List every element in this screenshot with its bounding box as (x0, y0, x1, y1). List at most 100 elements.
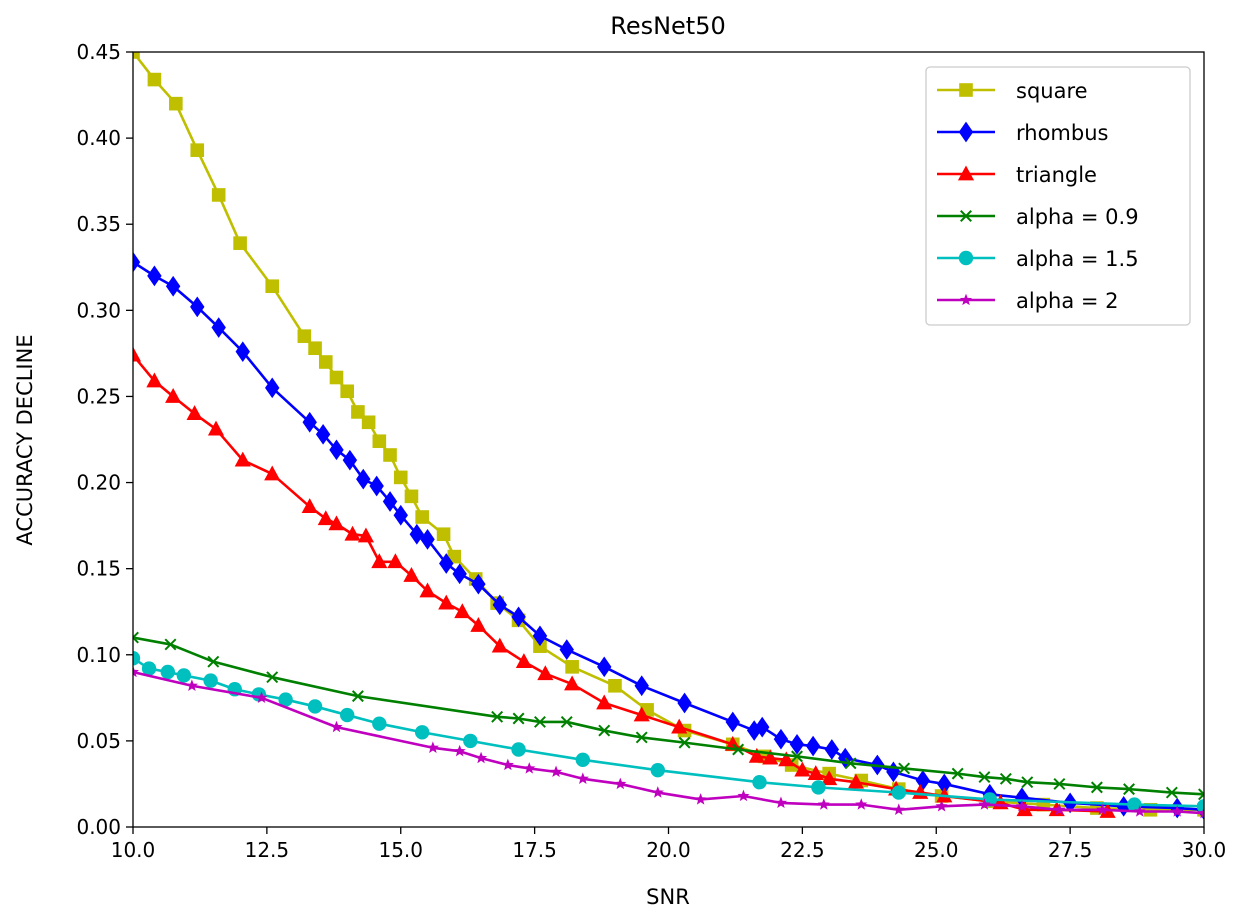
data-point (671, 718, 688, 734)
x-tick-label: 10.0 (111, 838, 156, 862)
data-point (746, 720, 762, 741)
data-point (382, 491, 398, 512)
data-point (774, 796, 788, 809)
data-point (318, 355, 333, 369)
series-triangle (133, 346, 1116, 818)
data-point (164, 638, 177, 651)
data-point (372, 716, 387, 731)
data-point (805, 735, 821, 757)
data-point (176, 668, 192, 683)
y-axis-label: ACCURACY DECLINE (13, 334, 37, 545)
legend-marker (960, 210, 972, 222)
data-point (576, 772, 589, 784)
data-point (821, 770, 838, 786)
legend-entry: alpha = 0.9 (937, 205, 1139, 229)
legend-entry: triangle (937, 163, 1097, 187)
data-point (532, 625, 548, 647)
data-point (898, 762, 911, 775)
data-point (453, 744, 466, 757)
data-point (608, 678, 622, 693)
data-point (678, 736, 691, 749)
legend-label: square (1016, 79, 1088, 103)
data-point (190, 143, 205, 157)
data-point (475, 751, 488, 764)
data-point (471, 573, 486, 595)
y-tick-label: 0.35 (76, 212, 121, 236)
data-point (824, 739, 840, 760)
data-point (235, 341, 250, 363)
data-point (999, 772, 1012, 785)
data-point (794, 761, 811, 777)
y-tick-label: 0.45 (76, 40, 121, 64)
data-point (278, 692, 293, 707)
data-point (886, 761, 901, 783)
data-point (1196, 799, 1204, 814)
data-point (511, 606, 526, 628)
data-point (133, 665, 140, 678)
x-tick-label: 17.5 (512, 838, 557, 862)
data-point (1053, 803, 1066, 815)
data-point (635, 731, 648, 744)
data-point (463, 733, 478, 749)
data-point (755, 716, 770, 738)
data-point (915, 770, 931, 791)
y-tick-label: 0.00 (76, 815, 121, 839)
data-point (351, 405, 365, 419)
y-tick-label: 0.10 (76, 643, 121, 667)
legend-label: triangle (1016, 163, 1097, 187)
x-axis-label: SNR (646, 885, 690, 909)
data-point (737, 789, 750, 802)
y-tick-label: 0.30 (76, 298, 121, 322)
data-point (694, 793, 707, 805)
data-point (752, 775, 767, 790)
data-point (297, 329, 312, 343)
data-point (369, 475, 384, 497)
data-point (307, 699, 323, 714)
data-point (340, 384, 354, 399)
data-point (725, 711, 740, 733)
x-tick-label: 30.0 (1182, 838, 1227, 862)
series-line (133, 657, 1204, 808)
data-point (564, 675, 581, 691)
data-point (817, 798, 830, 810)
y-tick-label: 0.40 (76, 126, 121, 150)
data-point (454, 603, 471, 619)
data-point (892, 803, 905, 815)
data-point (1015, 799, 1028, 812)
x-tick-label: 15.0 (378, 838, 423, 862)
data-point (937, 773, 952, 795)
data-point (141, 661, 157, 676)
x-tick-label: 12.5 (245, 838, 290, 862)
x-tick-label: 25.0 (914, 838, 959, 862)
x-tick-label: 22.5 (780, 838, 825, 862)
data-point (1133, 805, 1146, 817)
data-point (426, 741, 439, 753)
series-line (133, 261, 1204, 812)
data-point (165, 275, 181, 297)
data-point (1014, 787, 1030, 809)
data-point (951, 767, 964, 780)
data-point (492, 594, 508, 616)
data-point (1116, 795, 1131, 817)
data-point (807, 765, 824, 780)
ticks-layer: 10.0 12.5 15.0 17.5 20.0 22.5 25.0 27.5 30.0 0.00… (76, 40, 1226, 862)
y-tick-label: 0.20 (76, 471, 121, 495)
data-point (598, 724, 611, 737)
data-point (361, 415, 376, 430)
data-point (234, 451, 251, 467)
data-point (1096, 803, 1109, 815)
data-point (308, 341, 322, 356)
series-x (133, 631, 1204, 801)
data-point (414, 725, 430, 740)
data-point (537, 665, 554, 681)
data-point (811, 780, 826, 795)
data-point (207, 420, 225, 436)
data-point (185, 679, 198, 691)
data-point (383, 448, 397, 462)
data-point (732, 743, 745, 756)
data-point (452, 563, 467, 585)
data-point (565, 660, 579, 674)
legend-entry: rhombus (937, 121, 1108, 145)
data-point (255, 691, 268, 703)
